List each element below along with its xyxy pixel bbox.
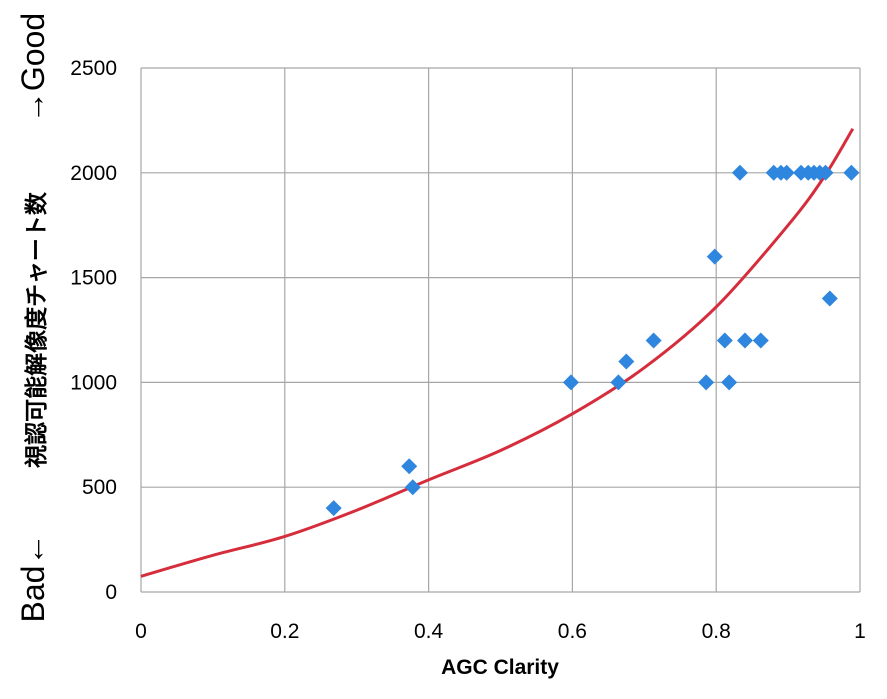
trend-curve [140,128,855,578]
data-point-diamond [404,479,421,496]
x-tick-label: 0.6 [558,620,587,643]
trend-curve-group [140,128,855,578]
data-point-diamond [610,374,627,391]
y-tick-label: 2000 [70,162,117,185]
data-point-diamond [325,500,342,517]
data-point-diamond [562,374,579,391]
data-point-diamond [821,290,838,307]
data-point-diamond [843,164,860,181]
y-tick-label: 1500 [70,267,117,290]
x-tick-label: 0.8 [702,620,731,643]
data-point-diamond [731,164,748,181]
data-points [325,164,860,517]
y-axis-bad-label: Bad← [15,534,51,623]
data-point-diamond [401,458,418,475]
y-tick-label: 0 [105,581,117,604]
x-tick-label: 1 [854,620,866,643]
y-tick-label: 1000 [70,371,117,394]
data-point-diamond [645,332,662,349]
x-tick-label: 0 [135,620,147,643]
y-axis-good-label: →Good [15,13,51,123]
tick-labels: 0 0.2 0.4 0.6 0.8 1 0 500 1000 1500 2000 2500 [70,57,866,643]
grid-lines [140,67,861,593]
data-point-diamond [706,248,723,265]
data-point-diamond [618,353,635,370]
data-point-diamond [752,332,769,349]
data-point-diamond [778,164,795,181]
y-tick-label: 2500 [70,57,117,80]
data-point-diamond [817,164,834,181]
data-point-diamond [721,374,738,391]
data-point-diamond [736,332,753,349]
y-axis-title: 視認可能解像度チャート数 [23,191,50,469]
data-point-diamond [716,332,733,349]
x-tick-label: 0.2 [270,620,299,643]
data-point-diamond [698,374,715,391]
x-tick-label: 0.4 [414,620,444,643]
y-tick-label: 500 [82,476,117,499]
x-axis-title: AGC Clarity [441,656,559,679]
